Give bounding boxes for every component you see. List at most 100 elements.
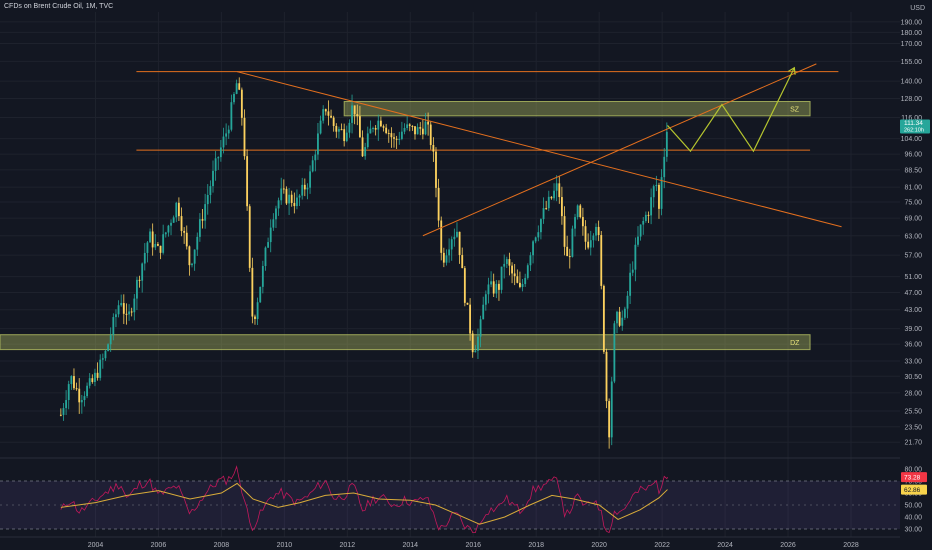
candle-body: [259, 286, 262, 303]
candle-body: [227, 129, 230, 134]
candle-body: [623, 308, 626, 318]
candle-body: [655, 184, 658, 187]
zone-label-sz: SZ: [790, 107, 800, 114]
price-tick-label: 140.00: [901, 79, 923, 86]
candle-body: [469, 304, 472, 334]
price-tick-label: 75.00: [904, 199, 922, 206]
candlesticks: [59, 77, 668, 449]
candle-body: [167, 225, 170, 233]
candle-body: [369, 128, 372, 134]
candle-body: [217, 157, 220, 159]
candle-body: [432, 145, 435, 152]
candle-body: [361, 137, 364, 157]
candle-body: [120, 303, 123, 306]
rsi-ma-line: [60, 482, 668, 525]
candle-body: [288, 194, 291, 204]
candle-body: [445, 255, 448, 263]
candle-body: [180, 216, 183, 231]
candle-body: [322, 109, 325, 121]
candle-body: [306, 187, 309, 190]
candle-body: [185, 232, 188, 247]
trendline: [237, 71, 842, 228]
candle-body: [663, 156, 666, 178]
projection-line: [667, 67, 795, 153]
candle-body: [188, 246, 191, 266]
price-tick-label: 88.50: [904, 167, 922, 174]
candle-body: [73, 376, 75, 389]
candle-body: [348, 122, 351, 133]
candle-body: [358, 116, 361, 138]
candle-body: [191, 263, 193, 266]
candle-body: [285, 188, 288, 204]
candle-body: [513, 273, 516, 277]
candle-body: [235, 83, 238, 94]
candle-body: [109, 335, 112, 345]
candle-body: [652, 186, 655, 198]
price-tick-label: 190.00: [901, 19, 923, 26]
candle-body: [154, 243, 157, 248]
price-tick-label: 69.00: [904, 216, 922, 223]
candle-body: [65, 400, 68, 409]
candle-body: [277, 200, 280, 209]
candle-body: [560, 197, 563, 217]
candle-body: [272, 219, 275, 228]
candle-body: [86, 385, 89, 397]
price-tick-label: 25.50: [904, 408, 922, 415]
candle-body: [104, 350, 107, 359]
candle-body: [319, 120, 322, 134]
candle-body: [67, 384, 70, 401]
candle-body: [59, 414, 62, 416]
candle-body: [589, 240, 592, 248]
candle-body: [437, 187, 440, 221]
candle-body: [571, 228, 574, 257]
candle-body: [301, 184, 304, 196]
candle-body: [421, 128, 424, 135]
price-tick-label: 43.00: [904, 307, 922, 314]
candle-body: [416, 127, 419, 135]
candle-body: [395, 138, 398, 140]
time-axis[interactable]: 2004 2006 2008 2010 2012 2014 2016 2018 2020 2022…: [0, 536, 900, 549]
candle-body: [330, 115, 332, 118]
candle-body: [99, 359, 102, 378]
candle-body: [600, 235, 603, 286]
candle-body: [474, 350, 477, 353]
candle-body: [642, 220, 645, 225]
candle-body: [143, 252, 146, 264]
price-axis[interactable]: USD 190.00 180.00 170.00 155.00 140.00 128.00 1…: [900, 0, 932, 550]
chart-title: CFDs on Brent Crude Oil, 1M, TVC: [4, 3, 114, 10]
candle-body: [261, 266, 264, 287]
candle-body: [219, 147, 222, 158]
rsi-ma-tag: [901, 484, 927, 495]
candle-body: [647, 214, 650, 216]
candle-body: [461, 255, 464, 269]
candle-body: [406, 124, 409, 129]
year-tick-label: 2026: [780, 542, 796, 549]
candle-body: [309, 171, 311, 188]
rsi-tick-label: 30.00: [904, 527, 922, 534]
candle-body: [275, 208, 277, 220]
candle-body: [222, 136, 225, 148]
projection-path: [667, 66, 796, 153]
candle-body: [495, 283, 498, 294]
candle-body: [587, 241, 590, 248]
candle-body: [408, 124, 411, 126]
candle-body: [372, 128, 374, 130]
candle-body: [450, 239, 453, 250]
candle-body: [314, 154, 317, 161]
candle-body: [553, 190, 555, 199]
candle-body: [592, 235, 595, 241]
candle-body: [387, 133, 390, 135]
candle-body: [563, 216, 566, 247]
candle-body: [637, 236, 639, 245]
candle-body: [366, 133, 369, 148]
candle-body: [156, 243, 159, 246]
candle-body: [96, 372, 99, 378]
rsi-ma-label: 62.86: [904, 487, 921, 494]
candle-body: [327, 111, 330, 116]
candle-body: [343, 129, 346, 142]
candle-body: [382, 126, 385, 128]
candle-body: [201, 219, 204, 221]
candle-body: [550, 196, 553, 199]
candle-body: [332, 117, 335, 126]
